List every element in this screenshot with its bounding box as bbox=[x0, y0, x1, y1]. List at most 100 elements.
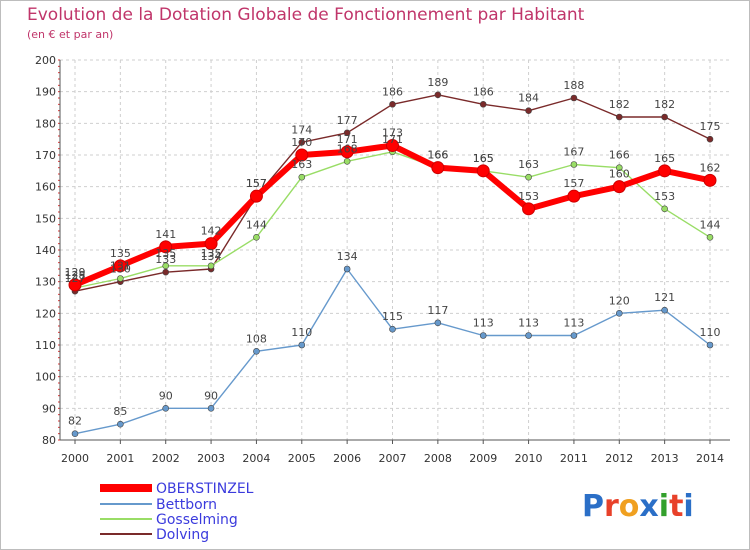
data-point bbox=[706, 234, 714, 241]
data-point bbox=[661, 306, 668, 314]
legend-label: Dolving bbox=[156, 527, 209, 543]
y-tick-label: 100 bbox=[35, 371, 56, 384]
data-point bbox=[615, 310, 623, 317]
data-point bbox=[661, 205, 668, 213]
data-point bbox=[706, 341, 714, 349]
data-label: 144 bbox=[699, 218, 720, 231]
logo-letter: o bbox=[619, 489, 640, 524]
data-point bbox=[343, 129, 351, 137]
data-point bbox=[249, 189, 263, 203]
data-label: 171 bbox=[382, 133, 403, 146]
data-point bbox=[658, 164, 672, 178]
data-point bbox=[434, 91, 442, 99]
x-tick-label: 2010 bbox=[515, 452, 543, 465]
data-label: 188 bbox=[563, 79, 584, 92]
x-tick-label: 2000 bbox=[61, 452, 89, 465]
data-label: 165 bbox=[473, 152, 494, 165]
data-point bbox=[479, 332, 487, 339]
y-tick-label: 80 bbox=[42, 434, 56, 447]
legend-label: Gosselming bbox=[156, 512, 238, 528]
data-point bbox=[162, 268, 170, 276]
data-point bbox=[68, 278, 82, 292]
x-tick-label: 2013 bbox=[651, 452, 679, 465]
x-tick-label: 2012 bbox=[605, 452, 633, 465]
data-label: 163 bbox=[291, 158, 312, 171]
data-point bbox=[570, 332, 578, 339]
chart-subtitle: (en € et par an) bbox=[27, 28, 113, 41]
data-point bbox=[479, 101, 487, 108]
data-point bbox=[661, 113, 668, 121]
data-label: 186 bbox=[382, 85, 403, 98]
data-label: 130 bbox=[110, 263, 131, 276]
data-point bbox=[389, 101, 396, 108]
data-label: 167 bbox=[563, 146, 584, 159]
y-tick-label: 150 bbox=[35, 212, 56, 225]
data-point bbox=[615, 164, 623, 171]
y-tick-label: 160 bbox=[35, 181, 56, 194]
proxiti-logo: Proxiti bbox=[582, 489, 694, 524]
data-label: 90 bbox=[204, 389, 218, 402]
y-tick-label: 90 bbox=[42, 402, 56, 415]
data-point bbox=[389, 325, 396, 333]
logo-letter: i bbox=[659, 489, 669, 524]
data-point bbox=[343, 158, 351, 165]
data-point bbox=[207, 405, 215, 412]
data-point bbox=[298, 139, 306, 146]
data-label: 173 bbox=[382, 127, 403, 140]
data-label: 120 bbox=[609, 294, 630, 307]
data-label: 82 bbox=[68, 415, 82, 428]
y-tick-label: 130 bbox=[35, 276, 56, 289]
legend-label: OBERSTINZEL bbox=[156, 481, 254, 497]
data-point bbox=[385, 139, 399, 152]
chart-title: Evolution de la Dotation Globale de Fonc… bbox=[27, 5, 585, 25]
y-tick-label: 200 bbox=[35, 54, 56, 67]
data-label: 113 bbox=[563, 317, 584, 330]
data-label: 128 bbox=[65, 269, 86, 282]
data-point bbox=[113, 259, 127, 273]
data-point bbox=[159, 240, 173, 254]
data-label: 171 bbox=[337, 133, 358, 146]
data-label: 131 bbox=[110, 260, 131, 273]
data-point bbox=[162, 405, 170, 412]
data-label: 110 bbox=[699, 326, 720, 339]
data-point bbox=[434, 319, 442, 327]
x-tick-label: 2014 bbox=[696, 452, 724, 465]
data-label: 175 bbox=[699, 120, 720, 133]
y-tick-label: 140 bbox=[35, 244, 56, 257]
data-label: 141 bbox=[155, 228, 176, 241]
logo-letter: P bbox=[582, 489, 604, 524]
data-point bbox=[706, 135, 714, 143]
data-point bbox=[525, 173, 532, 181]
data-point bbox=[298, 173, 306, 181]
data-point bbox=[703, 173, 717, 187]
data-label: 134 bbox=[201, 250, 222, 263]
data-label: 157 bbox=[246, 177, 267, 190]
data-label: 186 bbox=[473, 85, 494, 98]
logo-letter: r bbox=[604, 489, 619, 524]
data-point bbox=[295, 148, 309, 162]
legend-label: Bettborn bbox=[156, 497, 217, 513]
logo-letter: i bbox=[683, 489, 693, 524]
data-label: 127 bbox=[65, 272, 86, 285]
x-tick-label: 2006 bbox=[333, 452, 361, 465]
data-point bbox=[525, 107, 532, 114]
data-label: 117 bbox=[427, 304, 448, 317]
data-point bbox=[570, 161, 578, 168]
data-label: 110 bbox=[291, 326, 312, 339]
x-tick-label: 2008 bbox=[424, 452, 452, 465]
y-tick-label: 170 bbox=[35, 149, 56, 162]
data-label: 177 bbox=[337, 114, 358, 127]
data-label: 162 bbox=[699, 161, 720, 174]
logo-letter: t bbox=[669, 489, 683, 524]
data-label: 189 bbox=[427, 76, 448, 89]
data-label: 135 bbox=[155, 247, 176, 260]
data-point bbox=[343, 265, 351, 273]
x-tick-label: 2001 bbox=[106, 452, 134, 465]
data-point bbox=[253, 234, 260, 241]
data-label: 134 bbox=[337, 250, 358, 263]
data-point bbox=[612, 180, 626, 194]
data-labels: 82 85 90 90 108 110 134 115 117 113 113 113 120 121 11… bbox=[65, 76, 721, 428]
data-label: 90 bbox=[159, 389, 173, 402]
data-label: 135 bbox=[201, 247, 222, 260]
